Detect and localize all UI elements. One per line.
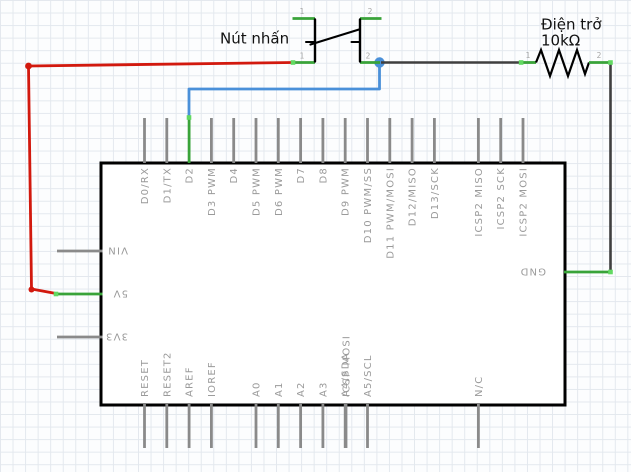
- pin-label: 5V: [112, 288, 128, 299]
- pin-layer: D0/RX D1/TX D2 D3 PWM D4 D5 PWM D6 PWM D7 D8 D9 P…: [56, 117, 546, 448]
- button-pin2-bottom-number: 2: [366, 52, 371, 61]
- wire-5v-red[interactable]: [25, 61, 294, 295]
- pin-label: D1/TX: [162, 167, 173, 203]
- connection-dot: [608, 269, 613, 275]
- button-label: Nút nhấn: [220, 30, 289, 48]
- resistor-pin1-number: 1: [526, 51, 531, 60]
- pin-label: IOREF: [207, 361, 218, 397]
- connection-dot: [186, 115, 192, 120]
- pin-label: D8: [318, 167, 329, 183]
- pin-label: D4: [229, 167, 240, 183]
- pin-label: RESET: [140, 359, 151, 397]
- pin-label: A0: [252, 381, 263, 397]
- connection-dot: [608, 60, 613, 65]
- resistor-label-line1: Điện trở: [541, 16, 602, 34]
- pin-label: ICSP2 SCK: [496, 167, 507, 230]
- button-lever: [309, 28, 361, 46]
- arduino-board[interactable]: [99, 161, 567, 407]
- pin-label: A3: [318, 381, 329, 397]
- pin-label: ICSP2 MISO: [474, 167, 485, 237]
- button-pin1-bottom-number: 1: [300, 52, 305, 61]
- arduino-board-outline[interactable]: [99, 161, 567, 407]
- red-wire-bendpoint[interactable]: [28, 286, 35, 293]
- connection-dots: [53, 60, 613, 297]
- pin-label: A5/SCL: [363, 354, 374, 397]
- button-pin1-top-number: 1: [300, 7, 305, 16]
- pin-label: D6 PWM: [274, 167, 285, 216]
- button-pin2-top-number: 2: [368, 7, 373, 16]
- pin-label: D9 PWM: [341, 167, 352, 216]
- red-wire-bendpoint[interactable]: [25, 62, 32, 70]
- pin-label: D12/MISO: [408, 167, 419, 226]
- connection-dot: [53, 291, 59, 297]
- pin-label: D2: [185, 167, 196, 183]
- connection-dot: [290, 60, 296, 65]
- resistor-label-line2: 10kΩ: [541, 32, 580, 50]
- pin-label: AREF: [185, 366, 196, 397]
- resistor-zigzag: [534, 46, 591, 80]
- pin-label: A1: [274, 381, 285, 397]
- pin-label: D3 PWM: [207, 167, 218, 216]
- pin-label: D11 PWM/MOSI: [385, 167, 396, 259]
- pin-label: RESET2: [162, 351, 173, 397]
- push-button[interactable]: 1 2 1 2: [292, 7, 382, 64]
- connection-dot: [518, 60, 524, 65]
- pin-label: GND: [519, 266, 546, 277]
- pin-label: D10 PWM/SS: [363, 167, 374, 243]
- pin-label: N/C: [474, 376, 485, 397]
- resistor-10k[interactable]: 1 2: [521, 46, 611, 80]
- pin-label: 3V3: [105, 331, 128, 342]
- pin-label: A4/SDA: [341, 353, 352, 398]
- pin-label: D0/RX: [140, 167, 151, 204]
- pin-label: VIN: [107, 245, 128, 256]
- pin-label: D5 PWM: [252, 167, 263, 216]
- pin-label: ICSP MOSI: [342, 335, 353, 397]
- resistor-pin2-number: 2: [597, 51, 602, 60]
- pin-label: D13/SCK: [430, 167, 441, 219]
- pin-label: A2: [296, 381, 307, 397]
- pin-label: D7: [296, 167, 307, 183]
- wire-d2-blue[interactable]: [187, 57, 385, 117]
- pin-label: ICSP2 MOSI: [519, 167, 530, 237]
